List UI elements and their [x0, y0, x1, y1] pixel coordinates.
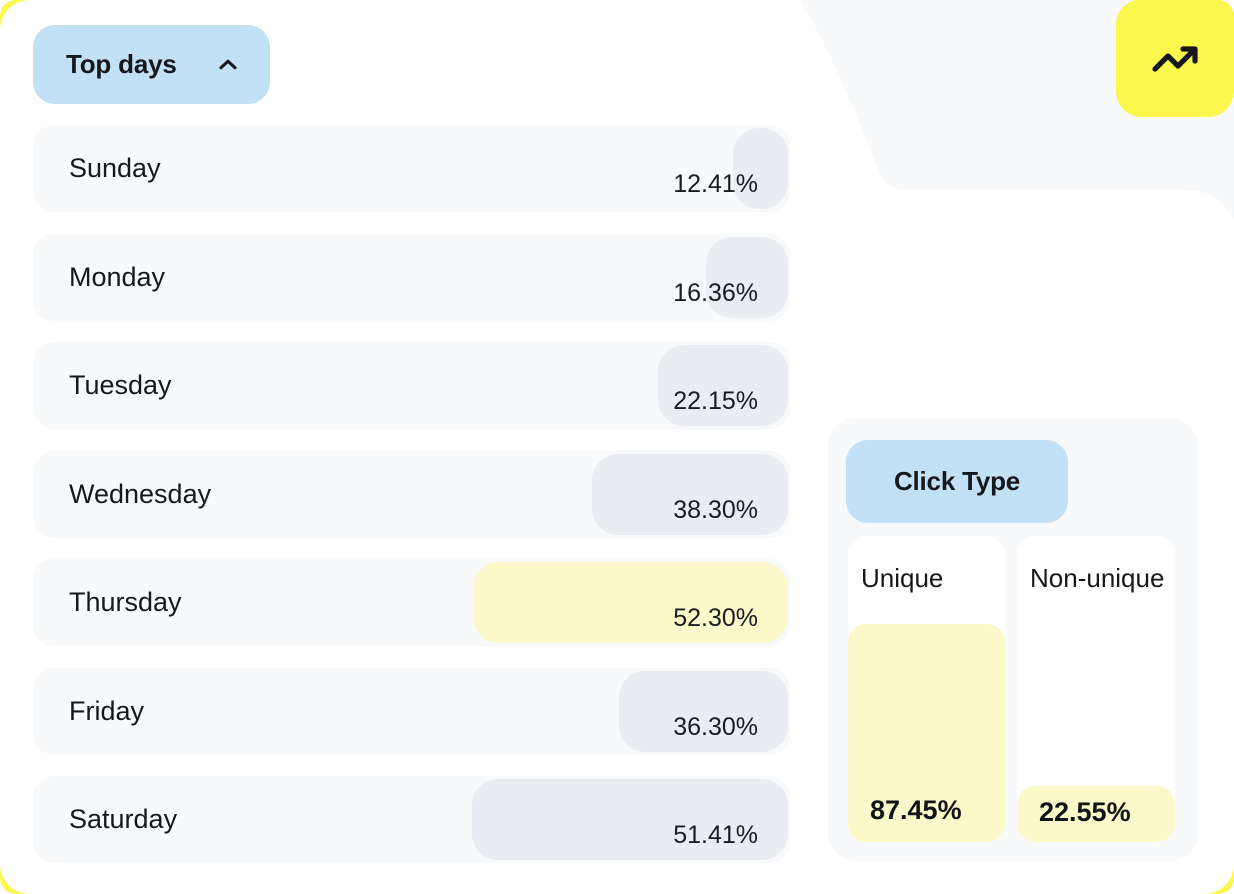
unique-bar — [848, 624, 1005, 842]
nonunique-label: Non-unique — [1030, 563, 1165, 593]
day-bar — [658, 345, 788, 426]
day-bar-highlighted — [473, 562, 788, 643]
click-type-column-nonunique: Non-unique 22.55% — [1017, 536, 1175, 842]
day-bar — [706, 237, 788, 318]
day-row-saturday: Saturday 51.41% — [33, 776, 790, 863]
trend-action-button[interactable] — [1116, 0, 1234, 117]
unique-label: Unique — [861, 563, 944, 593]
click-type-column-unique: Unique 87.45% — [848, 536, 1005, 842]
top-days-title: Top days — [66, 49, 177, 79]
day-label: Monday — [69, 262, 166, 292]
day-label: Sunday — [69, 153, 161, 183]
day-bar — [472, 779, 788, 860]
nonunique-value: 22.55% — [1039, 797, 1131, 827]
day-label: Friday — [69, 696, 145, 726]
click-type-title: Click Type — [893, 466, 1021, 496]
day-row-friday: Friday 36.30% — [33, 668, 790, 755]
trending-up-icon — [1152, 45, 1198, 72]
top-days-header-button[interactable]: Top days — [33, 25, 270, 104]
day-row-thursday: Thursday 52.30% — [33, 559, 790, 646]
day-value: 16.36% — [673, 279, 758, 307]
day-value: 12.41% — [673, 170, 758, 198]
day-row-wednesday: Wednesday 38.30% — [33, 451, 790, 538]
day-bar — [592, 454, 788, 535]
click-type-card: Click Type Unique 87.45% Non-unique 22.5… — [828, 418, 1198, 861]
day-value: 51.41% — [673, 821, 758, 849]
day-bar — [619, 671, 788, 752]
day-label: Thursday — [69, 587, 182, 617]
day-row-monday: Monday 16.36% — [33, 234, 790, 321]
day-value: 38.30% — [673, 496, 758, 524]
day-value: 52.30% — [673, 604, 758, 632]
day-row-tuesday: Tuesday 22.15% — [33, 342, 790, 429]
click-type-header-button[interactable]: Click Type — [846, 440, 1068, 523]
day-label: Tuesday — [69, 370, 172, 400]
nonunique-bar — [1017, 786, 1175, 842]
unique-value: 87.45% — [870, 795, 962, 825]
day-label: Saturday — [69, 804, 178, 834]
chevron-up-icon — [215, 52, 241, 78]
day-label: Wednesday — [69, 479, 212, 509]
day-value: 22.15% — [673, 387, 758, 415]
day-bar — [733, 128, 788, 209]
day-row-sunday: Sunday 12.41% — [33, 125, 790, 212]
day-value: 36.30% — [673, 713, 758, 741]
